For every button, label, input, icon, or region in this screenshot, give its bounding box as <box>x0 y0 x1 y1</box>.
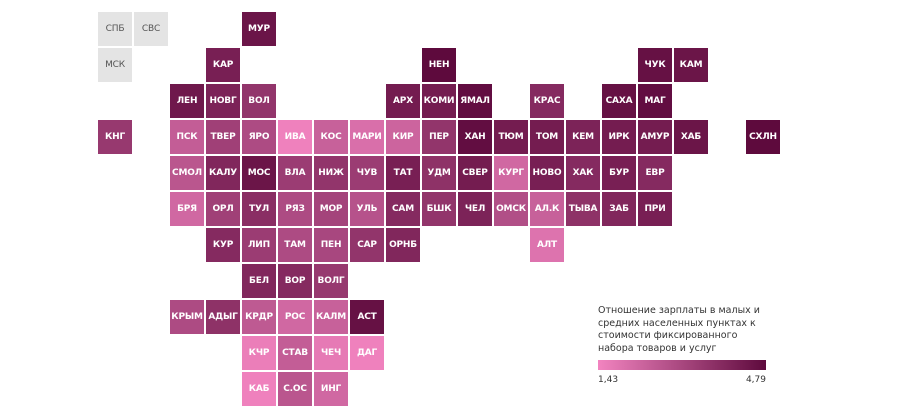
region-tile[interactable]: ПЕН <box>314 228 348 262</box>
region-tile[interactable]: С.ОС <box>278 372 312 406</box>
region-tile[interactable]: МОР <box>314 192 348 226</box>
region-tile[interactable]: САХА <box>602 84 636 118</box>
region-tile[interactable]: ЧЕЛ <box>458 192 492 226</box>
region-tile[interactable]: ИРК <box>602 120 636 154</box>
region-tile[interactable]: КРЫМ <box>170 300 204 334</box>
region-tile[interactable]: КЧР <box>242 336 276 370</box>
region-tile[interactable]: КУРГ <box>494 156 528 190</box>
region-tile[interactable]: АРХ <box>386 84 420 118</box>
region-tile[interactable]: ИВА <box>278 120 312 154</box>
region-tile[interactable]: ЕВР <box>638 156 672 190</box>
region-tile[interactable]: ТАТ <box>386 156 420 190</box>
region-tile[interactable]: ОРНБ <box>386 228 420 262</box>
region-tile[interactable]: ЛЕН <box>170 84 204 118</box>
region-tile[interactable]: ХАБ <box>674 120 708 154</box>
region-tile[interactable]: ВОР <box>278 264 312 298</box>
region-tile[interactable]: ЧУВ <box>350 156 384 190</box>
region-tile[interactable]: КУР <box>206 228 240 262</box>
region-tile[interactable]: МАГ <box>638 84 672 118</box>
legend-min-label: 1,43 <box>598 375 619 385</box>
region-tile[interactable]: УДМ <box>422 156 456 190</box>
region-tile[interactable]: ХАН <box>458 120 492 154</box>
region-tile[interactable]: ПЕР <box>422 120 456 154</box>
region-tile[interactable]: ЯРО <box>242 120 276 154</box>
region-tile[interactable]: КАБ <box>242 372 276 406</box>
region-tile[interactable]: НОВО <box>530 156 564 190</box>
region-tile[interactable]: ЯМАЛ <box>458 84 492 118</box>
region-tile[interactable]: ТОМ <box>530 120 564 154</box>
region-tile[interactable]: САМ <box>386 192 420 226</box>
region-tile[interactable]: БШК <box>422 192 456 226</box>
region-tile[interactable]: УЛЬ <box>350 192 384 226</box>
region-tile[interactable]: МСК <box>98 48 132 82</box>
region-tile[interactable]: ПРИ <box>638 192 672 226</box>
region-tile[interactable]: КРДР <box>242 300 276 334</box>
region-tile[interactable]: АДЫГ <box>206 300 240 334</box>
region-tile[interactable]: ХАК <box>566 156 600 190</box>
region-tile[interactable]: ТВЕР <box>206 120 240 154</box>
region-tile[interactable]: СМОЛ <box>170 156 204 190</box>
region-tile[interactable]: ТАМ <box>278 228 312 262</box>
region-tile[interactable]: ДАГ <box>350 336 384 370</box>
region-tile[interactable]: ВЛА <box>278 156 312 190</box>
legend-max-label: 4,79 <box>745 375 766 385</box>
region-tile[interactable]: ЧУК <box>638 48 672 82</box>
region-tile[interactable]: КАЛМ <box>314 300 348 334</box>
region-tile[interactable]: КНГ <box>98 120 132 154</box>
region-tile[interactable]: МУР <box>242 12 276 46</box>
region-tile[interactable]: СТАВ <box>278 336 312 370</box>
region-tile[interactable]: НИЖ <box>314 156 348 190</box>
region-tile[interactable]: СВЕР <box>458 156 492 190</box>
region-tile[interactable]: СПБ <box>98 12 132 46</box>
region-tile[interactable]: МАРИ <box>350 120 384 154</box>
region-tile[interactable]: КЕМ <box>566 120 600 154</box>
legend-title: Отношение зарплаты в малых и средних нас… <box>598 305 760 354</box>
region-tile[interactable]: КОС <box>314 120 348 154</box>
region-tile[interactable]: ЗАБ <box>602 192 636 226</box>
region-tile[interactable]: НЕН <box>422 48 456 82</box>
region-tile[interactable]: АЛТ <box>530 228 564 262</box>
region-tile[interactable]: МОС <box>242 156 276 190</box>
region-tile[interactable]: БРЯ <box>170 192 204 226</box>
region-tile[interactable]: ТЫВА <box>566 192 600 226</box>
region-tile[interactable]: РЯЗ <box>278 192 312 226</box>
region-tile[interactable]: ВОЛ <box>242 84 276 118</box>
region-tile[interactable]: ВОЛГ <box>314 264 348 298</box>
region-tile[interactable]: КАЛУ <box>206 156 240 190</box>
region-tile[interactable]: ОМСК <box>494 192 528 226</box>
region-tile[interactable]: КИР <box>386 120 420 154</box>
region-tile[interactable]: СВС <box>134 12 168 46</box>
region-tile[interactable]: АСТ <box>350 300 384 334</box>
region-tile[interactable]: ТЮМ <box>494 120 528 154</box>
region-tile[interactable]: ЛИП <box>242 228 276 262</box>
region-tile[interactable]: ОРЛ <box>206 192 240 226</box>
region-tile[interactable]: ТУЛ <box>242 192 276 226</box>
region-tile[interactable]: АМУР <box>638 120 672 154</box>
region-tile[interactable]: РОС <box>278 300 312 334</box>
region-tile[interactable]: САР <box>350 228 384 262</box>
map-legend: Отношение зарплаты в малых и средних нас… <box>598 305 773 386</box>
region-tile[interactable]: АЛ.К <box>530 192 564 226</box>
legend-color-scale <box>598 360 766 370</box>
region-tile[interactable]: СХЛН <box>746 120 780 154</box>
region-tile[interactable]: БУР <box>602 156 636 190</box>
region-tile[interactable]: ЧЕЧ <box>314 336 348 370</box>
region-tile[interactable]: КРАС <box>530 84 564 118</box>
region-tile[interactable]: ИНГ <box>314 372 348 406</box>
region-tile[interactable]: КАМ <box>674 48 708 82</box>
region-tile[interactable]: КОМИ <box>422 84 456 118</box>
region-tile[interactable]: НОВГ <box>206 84 240 118</box>
region-tile[interactable]: КАР <box>206 48 240 82</box>
region-tile[interactable]: ПСК <box>170 120 204 154</box>
region-tile[interactable]: БЕЛ <box>242 264 276 298</box>
